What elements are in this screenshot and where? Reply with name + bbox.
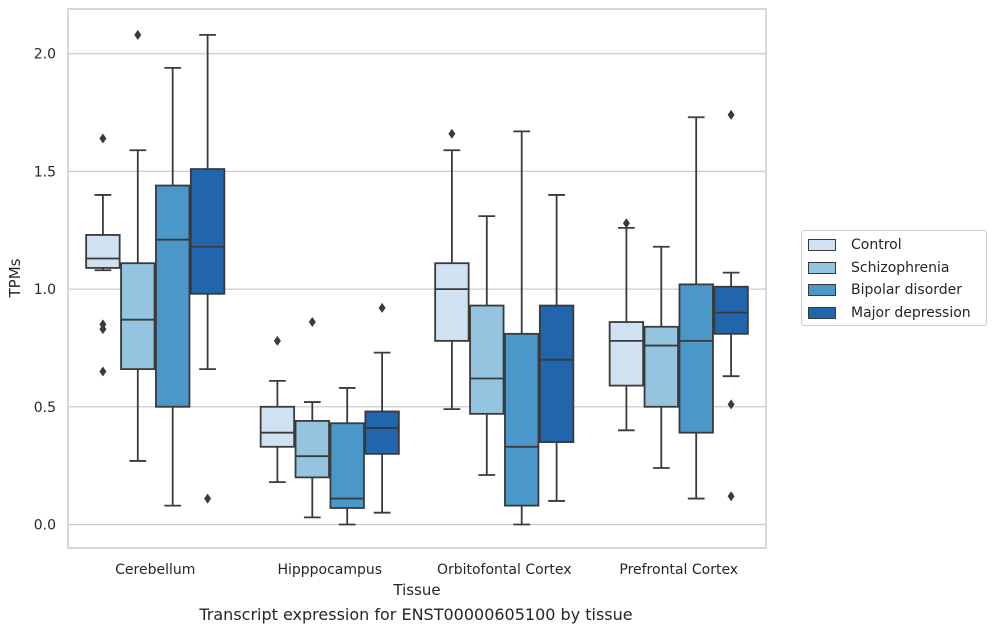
iqr-box	[329, 422, 365, 509]
legend-item: Major depression	[808, 303, 971, 323]
legend-item: Schizophrenia	[808, 258, 949, 278]
box-bipolar-disorder	[329, 387, 365, 526]
box-control	[85, 133, 121, 377]
y-axis-label: TPMs	[6, 258, 24, 298]
box-major-depression	[538, 194, 575, 502]
box-bipolar-disorder	[678, 116, 714, 500]
box-control	[434, 128, 470, 411]
y-axis-ticks: 0.0 0.5 1.0 1.5 2.0	[34, 47, 56, 534]
chart-caption: Transcript expression for ENST0000060510…	[199, 605, 633, 624]
legend: Control Schizophrenia Bipolar disorder Majo…	[801, 230, 987, 326]
box-major-depression	[364, 302, 400, 514]
legend-label: Major depression	[851, 304, 971, 321]
box-major-depression	[189, 33, 226, 504]
iqr-box	[504, 332, 540, 507]
iqr-box	[608, 321, 645, 387]
legend-swatch	[808, 284, 836, 296]
outlier-point	[727, 491, 735, 502]
box-schizophrenia	[120, 29, 156, 462]
x-tick-label: Hipppocampus	[277, 562, 382, 578]
x-axis-label: Tissue	[392, 581, 440, 599]
box-schizophrenia	[643, 245, 679, 469]
outlier-point	[727, 109, 735, 120]
y-tick-label: 2.0	[34, 47, 56, 63]
plot-area	[85, 29, 749, 526]
legend-label: Control	[851, 237, 902, 253]
outlier-point	[622, 218, 630, 229]
outlier-point	[448, 128, 456, 139]
iqr-box	[364, 410, 400, 455]
box-major-depression	[713, 109, 749, 502]
iqr-box	[189, 168, 226, 295]
y-tick-label: 0.0	[34, 517, 56, 533]
iqr-box	[434, 262, 470, 342]
box-control	[608, 218, 645, 432]
x-tick-label: Cerebellum	[115, 562, 195, 578]
outlier-point	[204, 493, 212, 504]
legend-swatch	[808, 306, 836, 319]
outlier-point	[308, 317, 316, 328]
x-axis-ticks: Cerebellum Hipppocampus Orbitofontal Corte…	[115, 562, 738, 578]
iqr-box	[678, 283, 714, 434]
iqr-box	[85, 234, 121, 269]
y-tick-label: 1.5	[34, 164, 56, 180]
outlier-point	[99, 324, 107, 335]
x-tick-label: Orbitofontal Cortex	[437, 562, 572, 578]
iqr-box	[155, 184, 191, 408]
plot-frame	[67, 8, 767, 549]
legend-label: Schizophrenia	[851, 259, 950, 276]
iqr-box	[294, 419, 330, 479]
legend-item: Control	[808, 235, 902, 255]
x-tick-label: Prefrontal Cortex	[619, 562, 738, 578]
legend-label: Bipolar disorder	[851, 282, 963, 298]
outlier-point	[99, 366, 107, 377]
box-schizophrenia	[469, 215, 505, 476]
box-bipolar-disorder	[504, 130, 540, 526]
box-schizophrenia	[294, 317, 330, 519]
iqr-box	[469, 304, 505, 415]
y-tick-label: 0.5	[34, 400, 56, 416]
iqr-box	[713, 285, 749, 335]
iqr-box	[120, 262, 156, 371]
legend-swatch	[808, 261, 836, 274]
box-control	[259, 335, 296, 483]
iqr-box	[259, 405, 296, 448]
outlier-point	[727, 399, 735, 410]
outlier-point	[378, 302, 386, 313]
outlier-point	[99, 133, 107, 144]
iqr-box	[538, 304, 575, 443]
outlier-point	[134, 29, 142, 40]
iqr-box	[643, 325, 679, 408]
outlier-point	[273, 335, 281, 346]
y-tick-label: 1.0	[34, 282, 56, 298]
legend-item: Bipolar disorder	[808, 280, 962, 300]
box-bipolar-disorder	[155, 66, 191, 507]
legend-swatch	[808, 239, 836, 251]
